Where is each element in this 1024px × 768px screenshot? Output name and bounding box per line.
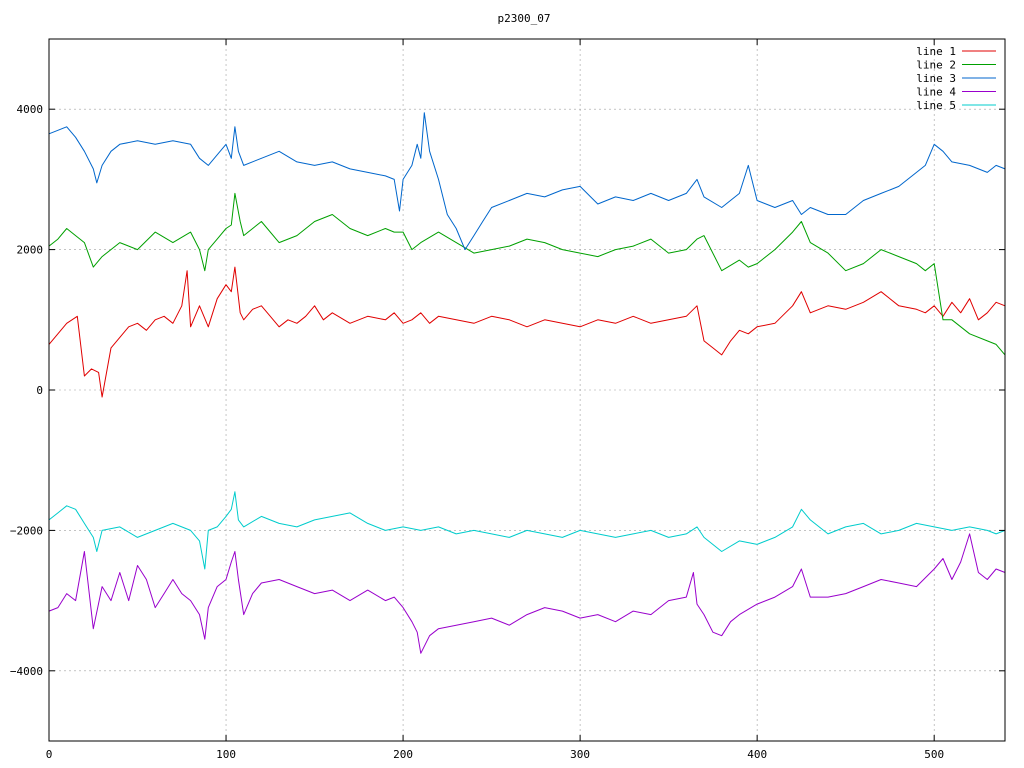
x-tick-label: 500: [924, 748, 944, 761]
y-tick-label: 2000: [17, 244, 44, 257]
series-line-5: [48, 491, 1006, 570]
x-tick-label: 100: [216, 748, 236, 761]
x-tick-label: 0: [46, 748, 53, 761]
x-tick-label: 200: [393, 748, 413, 761]
grid-lines: [49, 39, 1005, 741]
y-tick-label: 0: [36, 384, 43, 397]
axis-ticks: 0 100 200 300 400 500 −4000 −2000 0 2000 4000: [10, 39, 1005, 761]
x-tick-label: 400: [747, 748, 767, 761]
chart-title: p2300_07: [498, 12, 551, 25]
y-tick-label: −4000: [10, 665, 43, 678]
legend-label: line 3: [916, 72, 956, 85]
series-group: [48, 112, 1006, 654]
legend-label: line 1: [916, 45, 956, 58]
series-line-4: [48, 533, 1006, 654]
y-tick-label: −2000: [10, 524, 43, 537]
legend-label: line 5: [916, 99, 956, 112]
series-line-1: [48, 266, 1006, 398]
plot-frame: [48, 38, 1006, 742]
legend-label: line 2: [916, 59, 956, 72]
y-tick-label: 4000: [17, 103, 44, 116]
series-line-2: [48, 192, 1006, 356]
legend-label: line 4: [916, 86, 956, 99]
x-tick-label: 300: [570, 748, 590, 761]
series-line-3: [48, 112, 1006, 251]
